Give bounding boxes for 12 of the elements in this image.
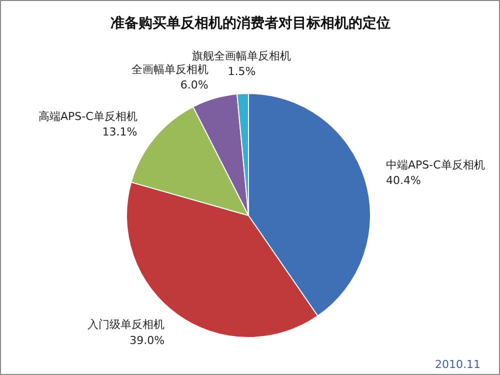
data-label: 39.0% [130,334,165,347]
slice-label: 中端APS-C单反相机 [386,158,485,172]
data-label: 1.5% [228,64,256,78]
chart-title: 准备购买单反相机的消费者对目标相机的定位 [110,14,390,32]
slice-label: 入门级单反相机 [88,318,165,332]
data-label: 13.1% [102,125,138,138]
text: 2010.11 [435,358,481,371]
data-label: 40.4% [386,174,421,188]
slice-label: 全画幅单反相机 [131,62,208,76]
slice-label: 旗舰全画幅单反相机 [192,49,292,62]
slice-label: 高端APS-C单反相机 [38,110,138,123]
data-label: 6.0% [180,78,208,92]
